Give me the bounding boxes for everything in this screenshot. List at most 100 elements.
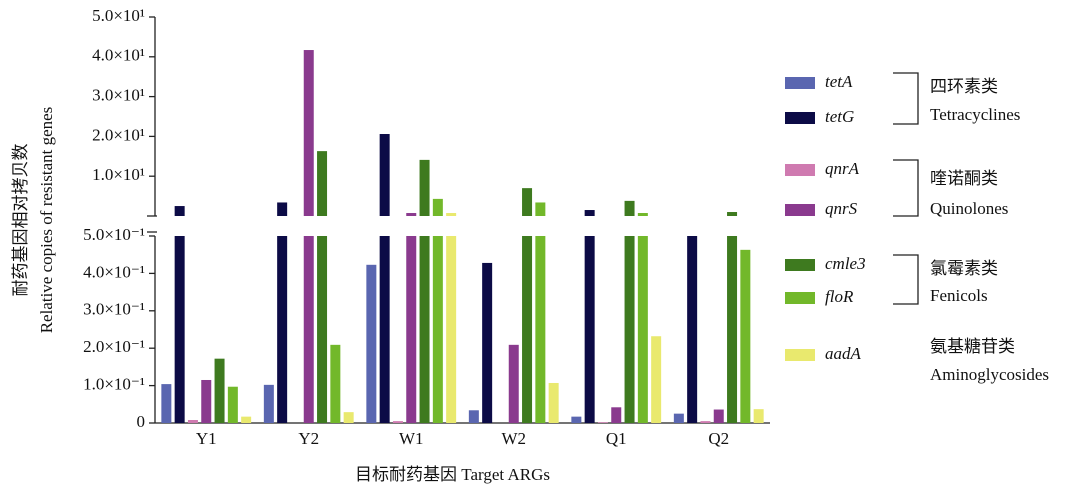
group-label: 氯霉素类 [930, 259, 998, 278]
bar [571, 416, 582, 423]
legend-swatch [785, 349, 815, 361]
x-tick-label: Y1 [196, 429, 217, 448]
bar [214, 358, 225, 423]
bar [624, 236, 635, 423]
y-tick-label: 4.0×10¹ [92, 46, 145, 65]
bar [419, 236, 430, 423]
bar-upper [303, 50, 314, 217]
group-label: Aminoglycosides [930, 365, 1049, 384]
bar [727, 236, 738, 423]
legend-swatch [785, 292, 815, 304]
bar [508, 344, 519, 423]
x-tick-label: W1 [399, 429, 424, 448]
bar-upper [174, 206, 185, 216]
legend-label: cmle3 [825, 254, 866, 273]
legend-label: qnrA [825, 159, 860, 178]
bar [637, 236, 648, 423]
bar-upper [522, 188, 533, 216]
bar-upper [624, 200, 635, 216]
group-label: 喹诺酮类 [930, 169, 998, 188]
y-axis-title: Relative copies of resistant genes [37, 107, 56, 334]
bar-upper [317, 151, 328, 216]
bar-upper [406, 213, 417, 216]
legend-bracket [893, 159, 919, 217]
legend-swatch [785, 112, 815, 124]
legend-label: floR [825, 287, 854, 306]
bar [740, 249, 751, 423]
x-tick-label: W2 [501, 429, 526, 448]
legend-label: qnrS [825, 199, 858, 218]
bar [651, 336, 662, 423]
bar [611, 407, 622, 423]
y-tick-label: 5.0×10¹ [92, 6, 145, 25]
bar [241, 416, 252, 423]
bar-upper [379, 134, 390, 216]
bar-upper [637, 213, 648, 216]
bar [446, 236, 457, 423]
bar [161, 384, 172, 423]
legend-bracket [893, 254, 919, 305]
bar [597, 422, 608, 423]
bar [343, 412, 354, 423]
group-label: Fenicols [930, 286, 988, 305]
y-axis-title: 耐药基因相对拷贝数 [11, 144, 30, 297]
bar [687, 236, 698, 423]
legend-label: tetA [825, 72, 853, 91]
x-tick-label: Y2 [298, 429, 319, 448]
y-tick-label: 1.0×10⁻¹ [83, 375, 145, 394]
y-tick-label: 3.0×10⁻¹ [83, 300, 145, 319]
bar [468, 410, 479, 423]
y-tick-label: 2.0×10¹ [92, 125, 145, 144]
group-label: 氨基糖苷类 [930, 337, 1015, 356]
bar [392, 421, 403, 423]
y-tick-label: 1.0×10¹ [92, 165, 145, 184]
legend-label: aadA [825, 344, 862, 363]
bar [174, 236, 185, 423]
bar [187, 420, 198, 423]
legend-label: tetG [825, 107, 854, 126]
bar [584, 236, 595, 423]
y-tick-label: 0 [137, 412, 146, 431]
legend-swatch [785, 164, 815, 176]
bar-upper [535, 202, 546, 216]
bar-upper [727, 212, 738, 216]
bar-upper [432, 198, 443, 216]
bar [753, 409, 764, 423]
x-axis-title: 目标耐药基因 Target ARGs [355, 465, 550, 484]
bar [263, 384, 274, 423]
bar [673, 413, 684, 423]
y-tick-label: 2.0×10⁻¹ [83, 337, 145, 356]
bar [713, 409, 724, 423]
bar [366, 264, 377, 423]
bar [406, 236, 417, 423]
group-label: Quinolones [930, 199, 1008, 218]
bar [482, 262, 493, 423]
bar [227, 386, 238, 423]
legend-bracket [893, 72, 919, 125]
y-tick-label: 4.0×10⁻¹ [83, 262, 145, 281]
bar-upper [584, 210, 595, 216]
bar [522, 236, 533, 423]
x-tick-label: Q2 [708, 429, 729, 448]
y-tick-label: 3.0×10¹ [92, 86, 145, 105]
group-label: Tetracyclines [930, 105, 1020, 124]
bar [379, 236, 390, 423]
legend-swatch [785, 77, 815, 89]
bar-upper [277, 202, 288, 216]
legend-swatch [785, 204, 815, 216]
bar-upper [446, 213, 457, 216]
group-label: 四环素类 [930, 77, 998, 96]
bar [330, 344, 341, 423]
x-tick-label: Q1 [606, 429, 627, 448]
bar-upper [419, 159, 430, 216]
bar [700, 421, 711, 423]
bar [277, 236, 288, 423]
bar [317, 236, 328, 423]
bar [548, 382, 559, 423]
bar [535, 236, 546, 423]
bar [303, 236, 314, 423]
bar [432, 236, 443, 423]
y-tick-label: 5.0×10⁻¹ [83, 225, 145, 244]
legend-swatch [785, 259, 815, 271]
